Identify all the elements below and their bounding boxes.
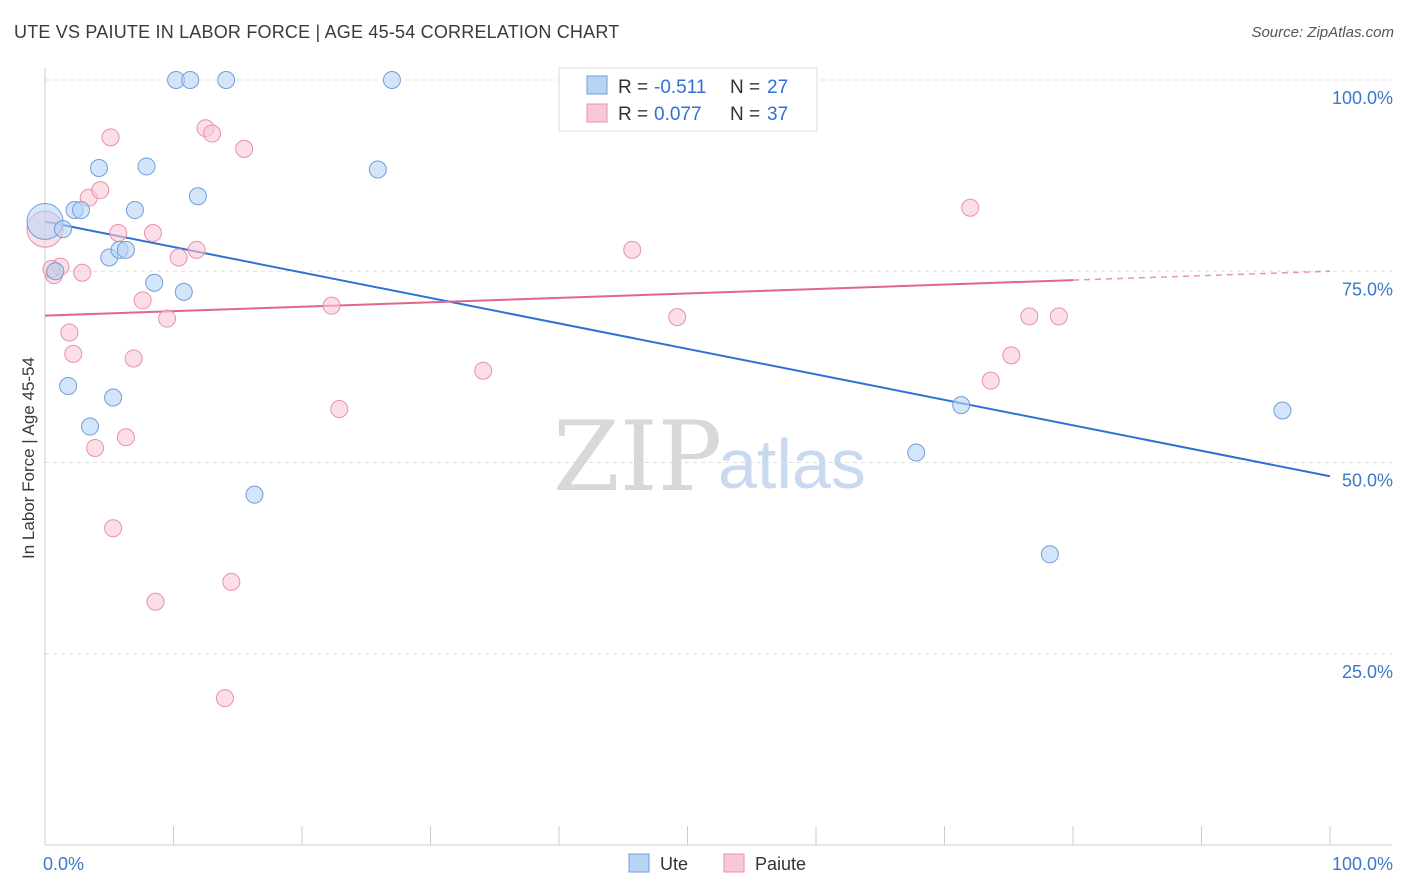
paiute-point — [235, 139, 254, 158]
paiute-point — [330, 399, 349, 418]
ute-point — [125, 201, 144, 220]
watermark: ZIP atlas — [553, 401, 866, 513]
paiute-series-label: Paiute — [755, 854, 806, 874]
paiute-point — [169, 248, 188, 267]
stats-legend: R = -0.511 N = 27 R = 0.077 N = 37 — [558, 67, 818, 132]
paiute-point — [1049, 307, 1068, 326]
y-tick-label: 50.0% — [1342, 471, 1393, 491]
paiute-point — [474, 361, 493, 380]
chart-title: UTE VS PAIUTE IN LABOR FORCE | AGE 45-54… — [14, 22, 620, 42]
ute-n-label: N = — [730, 77, 760, 98]
paiute-point — [961, 198, 980, 217]
paiute-point — [623, 240, 642, 259]
paiute-trend-line — [44, 279, 1074, 317]
ute-point — [952, 396, 971, 415]
ute-point — [145, 273, 164, 292]
ute-point — [188, 187, 207, 206]
ute-point — [174, 282, 193, 301]
paiute-points — [26, 71, 1068, 708]
paiute-point — [222, 572, 241, 591]
ute-point — [245, 485, 264, 504]
paiute-point — [101, 128, 120, 147]
paiute-r-label: R = — [618, 104, 648, 125]
paiute-n-label: N = — [730, 104, 760, 125]
ute-n-value: 27 — [767, 77, 788, 98]
ute-point — [53, 220, 72, 239]
gridlines — [45, 79, 1392, 655]
ute-point — [368, 160, 387, 179]
paiute-legend-swatch — [586, 103, 608, 123]
paiute-point — [215, 689, 234, 708]
axes — [44, 68, 1392, 846]
ute-point — [89, 158, 108, 177]
ute-point — [1040, 545, 1059, 564]
ute-point — [1273, 401, 1292, 420]
x-tick-labels: 0.0% 100.0% — [43, 854, 1393, 874]
paiute-trend-extension — [1072, 270, 1331, 281]
ute-trend-line — [44, 220, 1331, 478]
paiute-n-value: 37 — [767, 104, 788, 125]
ute-point — [71, 201, 90, 220]
watermark-zip: ZIP — [553, 401, 722, 513]
ute-r-value: -0.511 — [654, 77, 706, 98]
paiute-point — [124, 349, 143, 368]
ute-point — [46, 262, 65, 281]
paiute-point — [322, 296, 341, 315]
paiute-point — [1020, 307, 1039, 326]
ute-series-label: Ute — [660, 854, 688, 874]
paiute-point — [133, 291, 152, 310]
paiute-point — [143, 224, 162, 242]
ute-point — [217, 71, 236, 89]
x-tick-label: 0.0% — [43, 854, 84, 874]
x-tick-label: 100.0% — [1332, 854, 1393, 874]
ute-series-swatch — [628, 853, 650, 873]
paiute-point — [158, 309, 177, 328]
ute-point — [907, 443, 926, 462]
paiute-point — [64, 344, 83, 363]
ute-legend-swatch — [586, 75, 608, 95]
source-label: Source: ZipAtlas.com — [1251, 24, 1394, 41]
paiute-point — [668, 308, 687, 327]
ute-points — [26, 71, 1292, 564]
paiute-point — [1002, 346, 1021, 365]
ute-point — [116, 240, 135, 259]
paiute-point — [60, 323, 79, 342]
y-tick-labels: 25.0% 50.0% 75.0% 100.0% — [1332, 88, 1393, 682]
paiute-r-value: 0.077 — [654, 104, 702, 125]
ute-point — [382, 71, 401, 89]
watermark-atlas: atlas — [718, 425, 866, 503]
ute-r-label: R = — [618, 77, 648, 98]
paiute-point — [91, 181, 110, 200]
paiute-point — [203, 124, 222, 143]
ute-point — [59, 377, 78, 395]
paiute-point — [104, 519, 123, 538]
ute-point — [181, 71, 200, 89]
y-tick-label: 25.0% — [1342, 662, 1393, 682]
ute-point — [80, 417, 99, 436]
paiute-point — [109, 224, 128, 242]
series-legend: Ute Paiute — [628, 853, 806, 874]
ute-point — [104, 388, 123, 407]
paiute-point — [146, 592, 165, 611]
paiute-point — [73, 263, 92, 282]
ute-point — [137, 157, 156, 176]
y-axis-label: In Labor Force | Age 45-54 — [19, 357, 38, 559]
paiute-point — [116, 428, 135, 447]
paiute-series-swatch — [723, 853, 745, 873]
y-tick-label: 75.0% — [1342, 279, 1393, 299]
paiute-point — [981, 371, 1000, 390]
trend-lines — [44, 220, 1331, 478]
paiute-point — [86, 438, 105, 457]
y-tick-label: 100.0% — [1332, 88, 1393, 108]
paiute-point — [187, 240, 206, 259]
